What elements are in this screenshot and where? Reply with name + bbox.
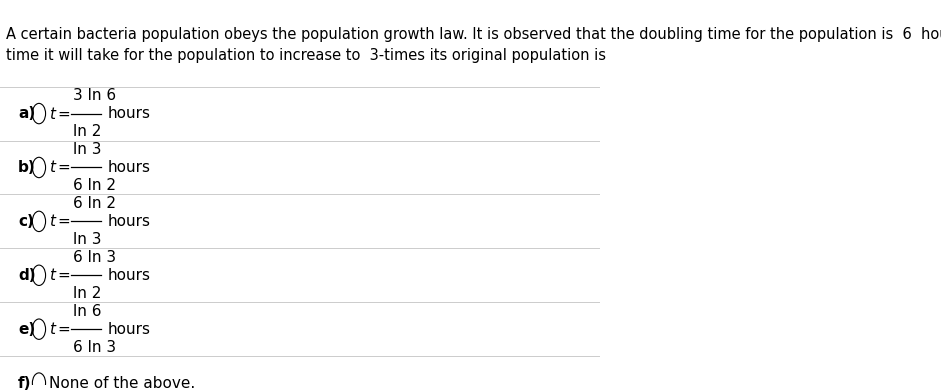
Text: ln 2: ln 2 (73, 286, 102, 301)
Text: ln 6: ln 6 (73, 303, 102, 319)
Text: 3 ln 6: 3 ln 6 (73, 88, 117, 103)
Text: e): e) (18, 322, 35, 337)
Text: $t=$: $t=$ (49, 267, 72, 283)
Text: ln 3: ln 3 (73, 142, 102, 157)
Text: hours: hours (108, 106, 151, 121)
Text: b): b) (18, 160, 36, 175)
Text: None of the above.: None of the above. (49, 376, 196, 391)
Text: f): f) (18, 376, 31, 391)
Text: hours: hours (108, 214, 151, 229)
Text: $t=$: $t=$ (49, 213, 72, 230)
Text: hours: hours (108, 268, 151, 283)
Text: 6 ln 3: 6 ln 3 (73, 340, 117, 355)
Text: 6 ln 3: 6 ln 3 (73, 250, 117, 265)
Text: d): d) (18, 268, 36, 283)
Text: $t=$: $t=$ (49, 321, 72, 337)
Text: ln 2: ln 2 (73, 124, 102, 139)
Text: $t=$: $t=$ (49, 160, 72, 176)
Text: A certain bacteria population obeys the population growth law. It is observed th: A certain bacteria population obeys the … (6, 27, 941, 63)
Text: 6 ln 2: 6 ln 2 (73, 196, 116, 211)
Text: c): c) (18, 214, 34, 229)
Text: ln 3: ln 3 (73, 232, 102, 247)
Text: a): a) (18, 106, 35, 121)
Text: hours: hours (108, 322, 151, 337)
Text: hours: hours (108, 160, 151, 175)
Text: $t=$: $t=$ (49, 106, 72, 122)
Text: 6 ln 2: 6 ln 2 (73, 178, 116, 193)
